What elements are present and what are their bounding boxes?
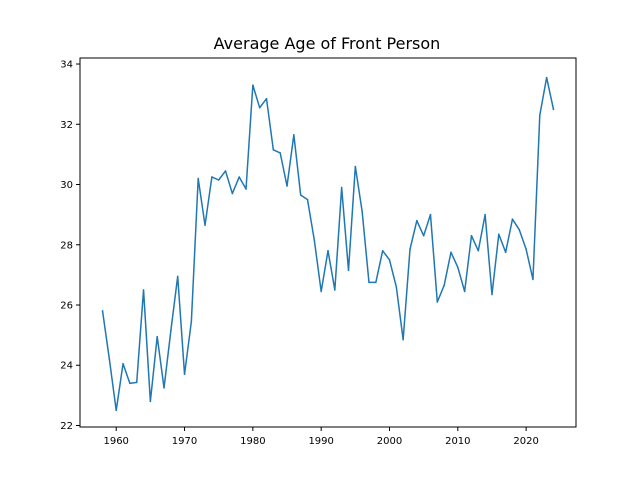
data-point (545, 76, 548, 79)
data-point (375, 281, 377, 284)
data-point (491, 293, 493, 296)
data-point (334, 289, 336, 291)
data-point (135, 381, 138, 384)
data-point (457, 266, 459, 269)
data-point (416, 219, 418, 222)
data-point (183, 373, 186, 376)
x-tick-label: 2020 (513, 436, 538, 447)
data-point (429, 213, 432, 216)
data-point (470, 234, 473, 237)
series-line (101, 76, 555, 412)
data-point (450, 251, 452, 254)
data-point (327, 250, 329, 252)
data-point (320, 290, 322, 293)
data-point (122, 362, 124, 365)
y-tick-label: 32 (60, 120, 73, 131)
data-point (115, 409, 117, 412)
y-tick-label: 26 (60, 301, 73, 312)
data-point (176, 275, 179, 278)
data-point (463, 290, 466, 293)
data-point (258, 106, 261, 109)
data-point (354, 165, 357, 168)
data-point (443, 284, 445, 287)
data-point (231, 192, 234, 195)
y-tick-label: 28 (60, 240, 73, 251)
data-point (252, 84, 254, 86)
data-point (388, 259, 391, 261)
data-point (272, 149, 275, 151)
data-point (170, 329, 172, 332)
data-point (224, 170, 227, 172)
data-point (190, 320, 193, 323)
data-point (313, 239, 316, 241)
y-tick-label: 30 (60, 180, 73, 191)
data-point (149, 400, 152, 403)
data-point (204, 224, 206, 226)
data-point (286, 185, 288, 187)
data-point (484, 213, 486, 216)
data-point (511, 218, 514, 220)
x-tick-label: 1970 (172, 436, 197, 447)
data-point (395, 286, 398, 288)
data-point (340, 186, 343, 189)
data-point (498, 233, 500, 235)
x-tick-label: 1960 (103, 436, 128, 447)
data-point (129, 382, 131, 385)
x-tick-label: 2000 (377, 436, 402, 447)
data-point (532, 278, 534, 281)
data-point (402, 338, 404, 341)
data-point (217, 179, 220, 181)
data-point (504, 251, 507, 254)
x-tick-label: 1980 (240, 436, 265, 447)
chart-title: Average Age of Front Person (214, 34, 441, 53)
x-tick-label: 2010 (445, 436, 470, 447)
data-point (265, 97, 268, 100)
data-point (368, 281, 370, 284)
data-point (381, 250, 384, 252)
data-point (142, 289, 145, 291)
data-point (539, 114, 541, 116)
data-point (552, 108, 555, 110)
y-axis: 22 24 26 28 30 32 34 (60, 60, 80, 432)
data-point (422, 234, 425, 237)
data-point (361, 210, 363, 213)
data-point (238, 176, 240, 178)
data-point (525, 248, 527, 251)
data-point (101, 310, 104, 312)
data-point (306, 198, 309, 201)
data-point (279, 152, 281, 154)
data-point (293, 134, 295, 136)
data-point (245, 188, 247, 190)
data-point (347, 269, 350, 272)
data-point (156, 335, 158, 338)
data-point (163, 387, 165, 389)
data-point (299, 194, 302, 196)
x-tick-label: 1990 (308, 436, 333, 447)
y-tick-label: 24 (60, 361, 73, 372)
plot-series (101, 76, 555, 412)
data-point (211, 176, 213, 178)
data-point (197, 177, 199, 180)
data-point (477, 250, 480, 252)
data-point (108, 358, 111, 360)
data-point (436, 301, 439, 303)
plot-frame (79, 57, 577, 428)
data-point (409, 248, 411, 251)
data-point (518, 228, 521, 231)
x-axis: 1960 1970 1980 1990 2000 2010 2020 (103, 427, 539, 447)
y-tick-label: 34 (60, 60, 73, 71)
y-tick-label: 22 (60, 421, 73, 432)
